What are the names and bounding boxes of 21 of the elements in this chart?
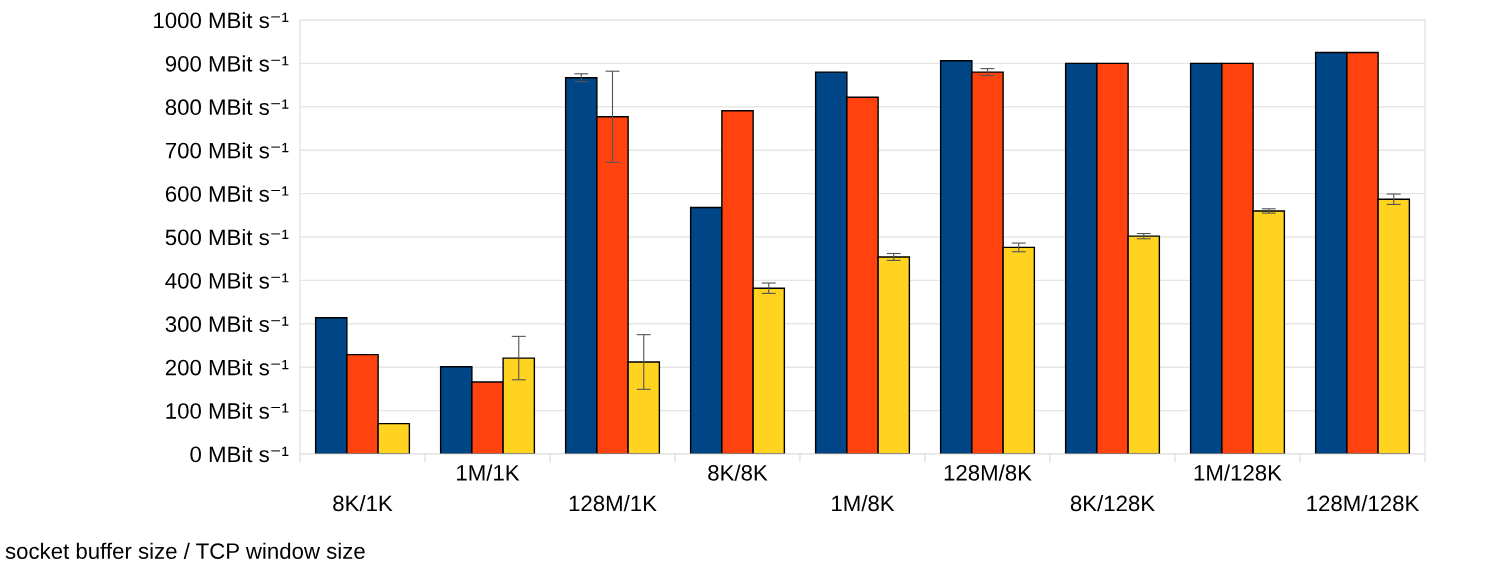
y-tick-label: 600 MBit s⁻¹ (165, 185, 289, 202)
y-tick-label: 900 MBit s⁻¹ (165, 55, 289, 72)
x-tick-label: 1M/8K (832, 494, 895, 512)
y-tick-label: 400 MBit s⁻¹ (165, 272, 289, 289)
y-tick-label: 500 MBit s⁻¹ (165, 228, 289, 246)
y-tick-label: 700 MBit s⁻¹ (165, 142, 289, 159)
x-axis-title: socket buffer size / TCP window size (5, 542, 365, 559)
x-tick-label: 128M/1K (569, 494, 657, 512)
y-tick-label: 800 MBit s⁻¹ (165, 98, 289, 116)
x-tick-label: 8K/1K (333, 494, 393, 512)
x-tick-label: 8K/8K (708, 464, 768, 481)
x-tick-label: 1M/1K (457, 464, 520, 481)
y-tick-label: 0 MBit s⁻¹ (190, 445, 289, 463)
y-tick-label: 100 MBit s⁻¹ (166, 402, 289, 419)
y-tick-label: 300 MBit s⁻¹ (165, 315, 289, 333)
y-tick-label: 1000 MBit s⁻¹ (154, 11, 289, 29)
x-tick-label: 1M/128K (1194, 464, 1282, 481)
x-tick-label: 8K/128K (1070, 494, 1155, 512)
y-tick-label: 200 MBit s⁻¹ (165, 359, 289, 376)
x-tick-label: 128M/128K (1307, 494, 1420, 512)
x-tick-label: 128M/8K (944, 464, 1032, 481)
